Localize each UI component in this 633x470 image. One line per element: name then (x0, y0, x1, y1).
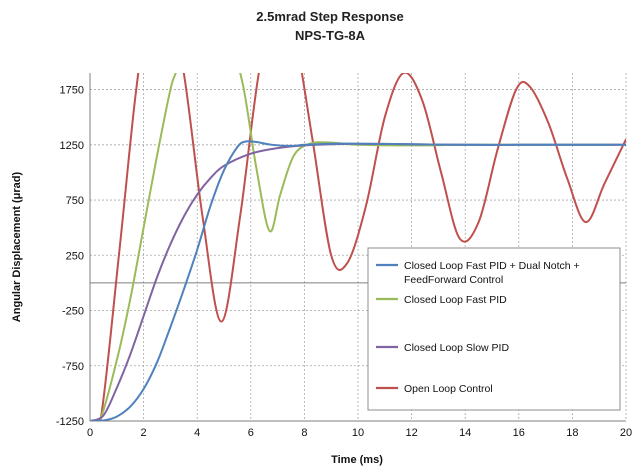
y-tick-label: 1750 (60, 85, 84, 97)
y-tick-label: 250 (66, 250, 84, 262)
y-axis-title: Angular Displacement (μrad) (11, 171, 23, 322)
x-tick-label: 2 (141, 427, 147, 439)
x-tick-label: 6 (248, 427, 254, 439)
x-tick-label: 12 (405, 427, 417, 439)
y-tick-label: -250 (62, 306, 84, 318)
series-line (90, 73, 626, 421)
y-tick-label: 750 (66, 195, 84, 207)
x-tick-label: 20 (620, 427, 632, 439)
legend-label: Open Loop Control (404, 383, 493, 395)
legend-label: Closed Loop Fast PID + Dual Notch + FeedF… (404, 260, 580, 286)
legend-label: Closed Loop Fast PID (404, 294, 507, 306)
legend: Closed Loop Fast PID + Dual Notch + FeedF… (367, 247, 621, 411)
x-tick-label: 4 (194, 427, 200, 439)
legend-label: Closed Loop Slow PID (404, 342, 509, 354)
x-tick-label: 18 (566, 427, 578, 439)
series-line (90, 140, 626, 421)
x-tick-label: 16 (513, 427, 525, 439)
y-tick-label: -1250 (56, 416, 84, 428)
x-tick-label: 8 (301, 427, 307, 439)
legend-label-line: Closed Loop Fast PID + Dual Notch + (404, 260, 580, 272)
x-tick-label: 10 (352, 427, 364, 439)
y-tick-label: 1250 (60, 140, 84, 152)
x-axis-title: Time (ms) (331, 454, 383, 466)
data-series (90, 73, 626, 421)
tick-labels: 0 2 4 6 8 10 12 14 16 18 20 -1250 -750 -250 250 750 1250… (56, 85, 632, 439)
x-tick-label: 14 (459, 427, 471, 439)
chart-title: 2.5mrad Step Response (256, 9, 403, 24)
x-tick-label: 0 (87, 427, 93, 439)
y-tick-label: -750 (62, 361, 84, 373)
series-line (90, 73, 626, 421)
legend-box (367, 247, 621, 411)
legend-label-line: FeedForward Control (404, 274, 503, 286)
chart-subtitle: NPS-TG-8A (295, 28, 366, 43)
